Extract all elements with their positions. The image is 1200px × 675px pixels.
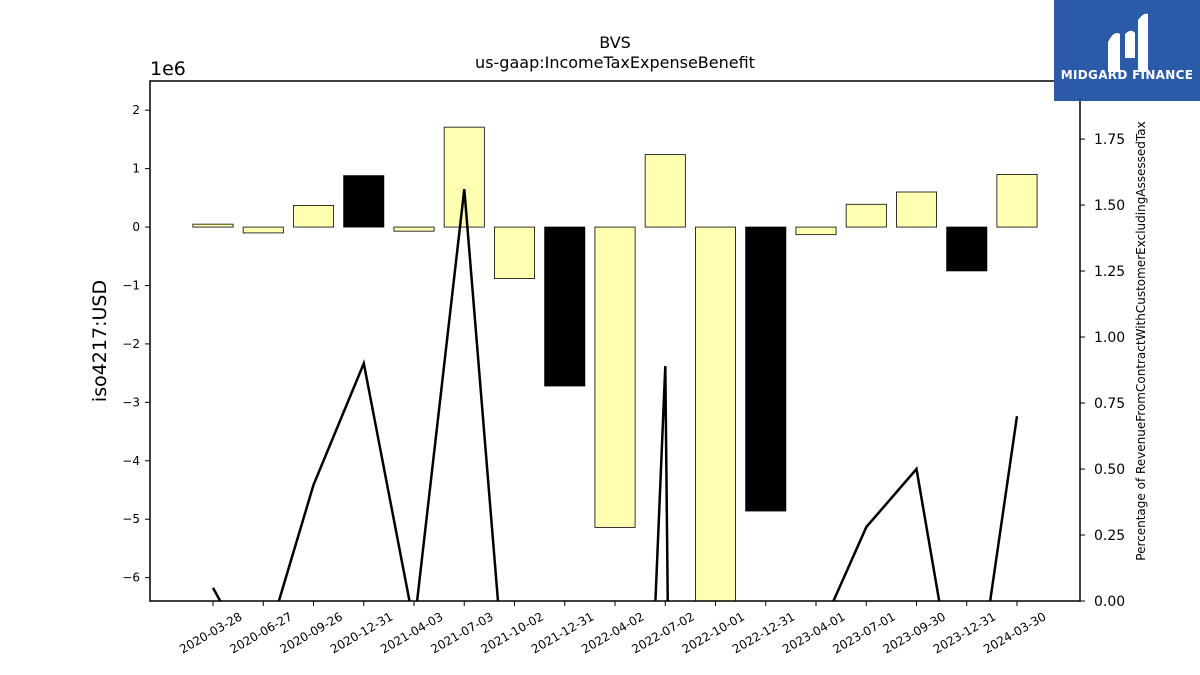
bar [644, 154, 686, 228]
chart-subtitle: us-gaap:IncomeTaxExpenseBenefit [475, 53, 755, 72]
bar [493, 226, 535, 279]
y-tick-label: 2 [132, 103, 140, 117]
bar [946, 226, 988, 272]
bar [845, 203, 887, 228]
y-tick-label: −6 [122, 571, 140, 585]
y-tick-label: −4 [122, 454, 140, 468]
bar [393, 226, 435, 232]
y2-tick-label: 0.25 [1094, 528, 1125, 544]
brand-logo: MIDGARD FINANCE [1054, 0, 1200, 101]
y-offset-label: 1e6 [150, 58, 186, 80]
bar [594, 226, 636, 528]
y2-tick-label: 0.50 [1094, 462, 1125, 478]
y2-tick-label: 0.00 [1094, 594, 1125, 610]
y2-tick-label: 1.50 [1094, 198, 1125, 214]
y-tick-label: −2 [122, 337, 140, 351]
y2-tick-label: 1.00 [1094, 330, 1125, 346]
bar [996, 174, 1038, 228]
logo-icon [1108, 13, 1148, 73]
bar [695, 226, 737, 601]
bar [896, 191, 938, 228]
y-tick-label: 1 [132, 162, 140, 176]
bar [292, 205, 334, 228]
y2-tick-label: 1.25 [1094, 264, 1125, 280]
bar [795, 226, 837, 236]
y2-axis-label: Percentage of RevenueFromContractWithCus… [1134, 121, 1148, 560]
y-tick-label: 0 [132, 220, 140, 234]
y-tick-label: −5 [122, 512, 140, 526]
y-axis-label: iso4217:USD [89, 280, 111, 402]
y2-tick-label: 1.75 [1094, 132, 1125, 148]
y2-tick-label: 0.75 [1094, 396, 1125, 412]
y-tick-label: −3 [122, 395, 140, 409]
bar [544, 226, 586, 387]
logo-text: MIDGARD FINANCE [1060, 68, 1194, 82]
bar [443, 126, 485, 228]
bar [343, 175, 385, 228]
bar [242, 226, 284, 234]
bar [745, 226, 787, 512]
y-tick-label: −1 [122, 278, 140, 292]
chart-title: BVS [599, 33, 631, 52]
bar [192, 223, 234, 228]
series-line [211, 189, 1019, 601]
